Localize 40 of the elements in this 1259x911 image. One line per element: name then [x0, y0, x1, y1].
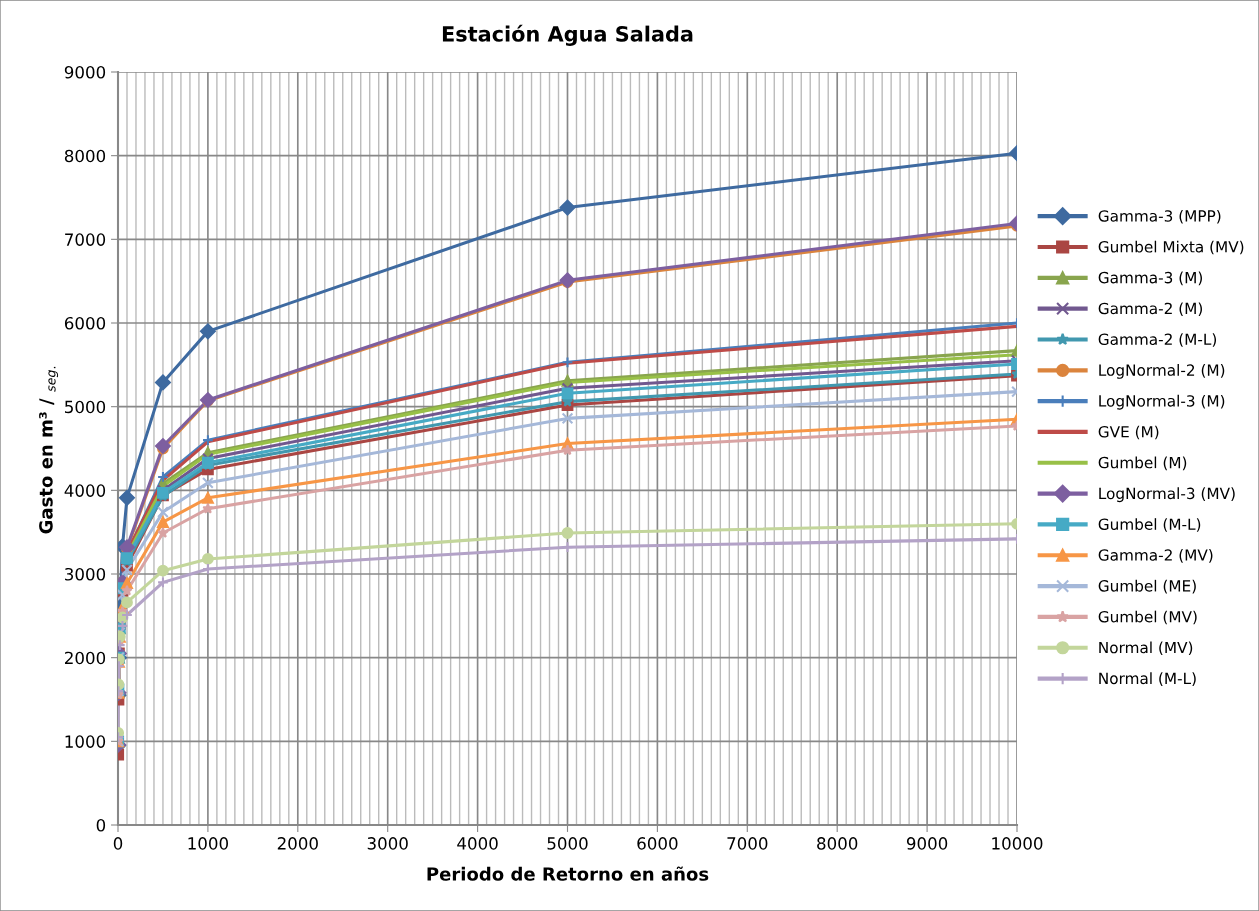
chart-title: Estación Agua Salada [442, 24, 693, 46]
x-tick-label: 1000 [188, 837, 228, 850]
x-tick-label: 9000 [906, 837, 948, 850]
legend-label: Gamma-2 (MV) [1098, 549, 1213, 563]
legend-label: Gamma-2 (M) [1098, 302, 1202, 317]
x-tick-label: 10000 [992, 837, 1043, 850]
x-tick-label: 5000 [547, 837, 588, 850]
legend-label: Gamma-3 (M) [1098, 271, 1202, 286]
legend-label: Gamma-2 (M-L) [1098, 333, 1217, 347]
legend-label: LogNormal-2 (M) [1099, 364, 1225, 379]
y-tick-label: 1000 [65, 735, 106, 748]
y-tick-label: 8000 [64, 149, 106, 163]
legend-label: GVE (M) [1098, 425, 1159, 440]
y-axis-title: Gasto en m³ / $_{seg.}$ [39, 366, 59, 534]
x-tick-label: 2000 [277, 837, 318, 850]
legend-label: Normal (MV) [1099, 641, 1193, 656]
x-tick-label: 4000 [457, 837, 498, 850]
x-tick-label: 7000 [727, 837, 768, 850]
x-tick-label: 6000 [637, 837, 678, 850]
y-tick-label: 9000 [64, 65, 106, 79]
x-tick-label: 8000 [817, 837, 858, 850]
legend-label: Gumbel (M-L) [1098, 518, 1201, 532]
y-tick-label: 3000 [65, 567, 106, 581]
y-tick-label: 6000 [64, 316, 106, 330]
legend-label: Gumbel (M) [1098, 456, 1187, 471]
y-tick-label: 5000 [65, 400, 106, 414]
legend-label: Gamma-3 (MPP) [1098, 209, 1221, 224]
legend-label: LogNormal-3 (M) [1099, 394, 1225, 410]
y-tick-label: 0 [96, 818, 106, 832]
y-tick-label: 2000 [65, 651, 106, 665]
y-tick-label: 7000 [65, 233, 106, 246]
legend-label: Gumbel Mixta (MV) [1098, 240, 1244, 255]
legend-label: Gumbel (ME) [1098, 579, 1196, 594]
x-tick-label: 3000 [367, 837, 408, 850]
legend-label: Gumbel (MV) [1098, 610, 1197, 625]
y-tick-label: 4000 [64, 484, 106, 497]
x-axis-title: Periodo de Retorno en años [427, 866, 709, 881]
x-tick-label: 0 [113, 837, 123, 850]
legend-label: LogNormal-3 (MV) [1099, 487, 1235, 503]
legend-label: Normal (M-L) [1099, 672, 1196, 686]
